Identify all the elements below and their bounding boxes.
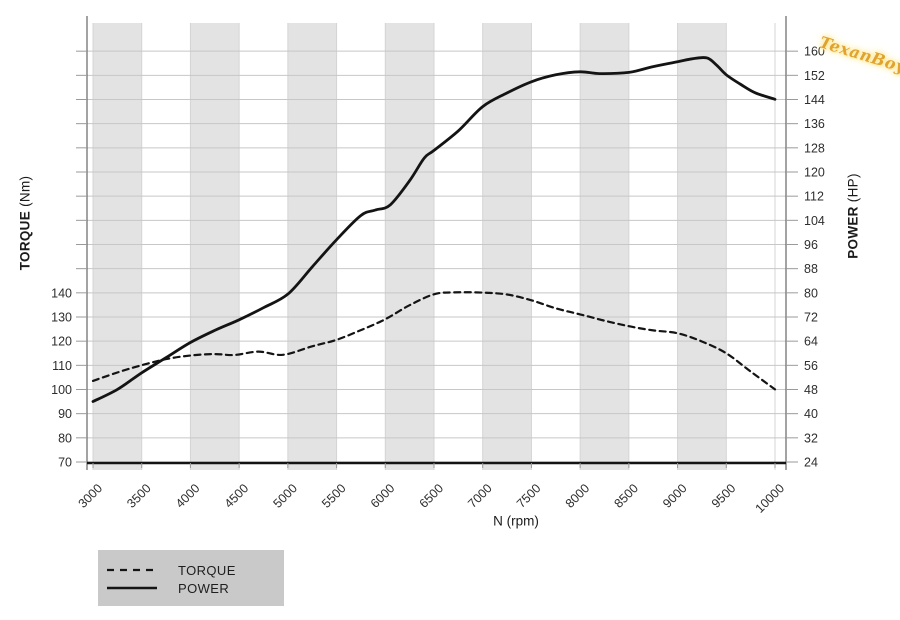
- y-right-tick-label: 48: [804, 383, 818, 397]
- x-axis-title: N (rpm): [493, 513, 539, 529]
- y-left-tick-label: 100: [51, 383, 72, 397]
- y-right-tick-label: 144: [804, 93, 825, 107]
- rpm-band: [385, 23, 434, 470]
- y-right-tick-label: 24: [804, 456, 818, 470]
- y-right-tick-label: 56: [804, 359, 818, 373]
- y-right-tick-label: 104: [804, 214, 825, 228]
- x-tick-label: 8000: [563, 481, 593, 511]
- x-tick-label: 10000: [753, 481, 788, 516]
- y-right-axis-title-bold: POWER: [845, 206, 861, 259]
- x-tick-label: 3000: [76, 481, 106, 511]
- y-left-tick-label: 110: [52, 359, 72, 373]
- y-left-axis-title-bold: TORQUE: [17, 210, 33, 271]
- x-tick-label: 9500: [709, 481, 739, 511]
- x-tick-label: 8500: [611, 481, 641, 511]
- x-tick-label: 7000: [465, 481, 495, 511]
- legend-item-torque: TORQUE: [107, 561, 284, 579]
- y-right-axis-title: POWER (HP): [846, 173, 861, 259]
- y-right-tick-label: 120: [804, 165, 825, 179]
- x-tick-label: 5000: [270, 481, 300, 511]
- x-tick-label: 3500: [124, 481, 154, 511]
- y-left-tick-label: 90: [58, 407, 72, 421]
- torque-curve: [91, 291, 777, 391]
- x-tick-label: 9000: [660, 481, 690, 511]
- y-right-tick-label: 96: [804, 238, 818, 252]
- y-right-tick-label: 112: [804, 190, 824, 204]
- rpm-band: [677, 23, 727, 470]
- y-right-tick-label: 80: [804, 286, 818, 300]
- power-solid-line-sample: [107, 586, 157, 590]
- y-left-tick-label: 130: [51, 310, 72, 324]
- x-tick-label: 6000: [368, 481, 398, 511]
- x-tick-label: 4500: [222, 481, 252, 511]
- y-right-tick-label: 64: [804, 335, 818, 349]
- y-right-axis-title-unit: (HP): [845, 173, 861, 203]
- y-right-tick-label: 160: [804, 45, 825, 59]
- y-right-tick-label: 128: [804, 141, 825, 155]
- legend-item-power: POWER: [107, 579, 284, 597]
- rpm-band: [93, 23, 142, 470]
- rpm-band: [482, 23, 532, 470]
- y-left-tick-label: 120: [51, 335, 72, 349]
- y-right-tick-label: 40: [804, 407, 818, 421]
- torque-dashed-line-sample: [107, 568, 157, 572]
- y-right-tick-label: 152: [804, 69, 825, 83]
- y-right-tick-label: 88: [804, 262, 818, 276]
- y-right-tick-label: 72: [804, 310, 818, 324]
- y-right-tick-label: 32: [804, 431, 818, 445]
- x-tick-label: 5500: [319, 481, 349, 511]
- y-left-axis-title-unit: (Nm): [17, 175, 33, 207]
- legend-label-torque: TORQUE: [178, 562, 236, 578]
- legend: TORQUE POWER: [98, 550, 284, 606]
- power-curve: [91, 56, 777, 403]
- y-left-tick-label: 70: [58, 456, 72, 470]
- rpm-band: [580, 23, 629, 470]
- y-left-axis-title: TORQUE (Nm): [18, 176, 33, 271]
- y-right-tick-label: 136: [804, 117, 825, 131]
- rpm-band: [190, 23, 240, 470]
- y-left-tick-label: 80: [58, 431, 72, 445]
- x-tick-label: 4000: [173, 481, 203, 511]
- legend-label-power: POWER: [178, 580, 230, 596]
- y-left-tick-label: 140: [51, 286, 72, 300]
- x-tick-label: 7500: [514, 481, 544, 511]
- x-tick-label: 6500: [417, 481, 447, 511]
